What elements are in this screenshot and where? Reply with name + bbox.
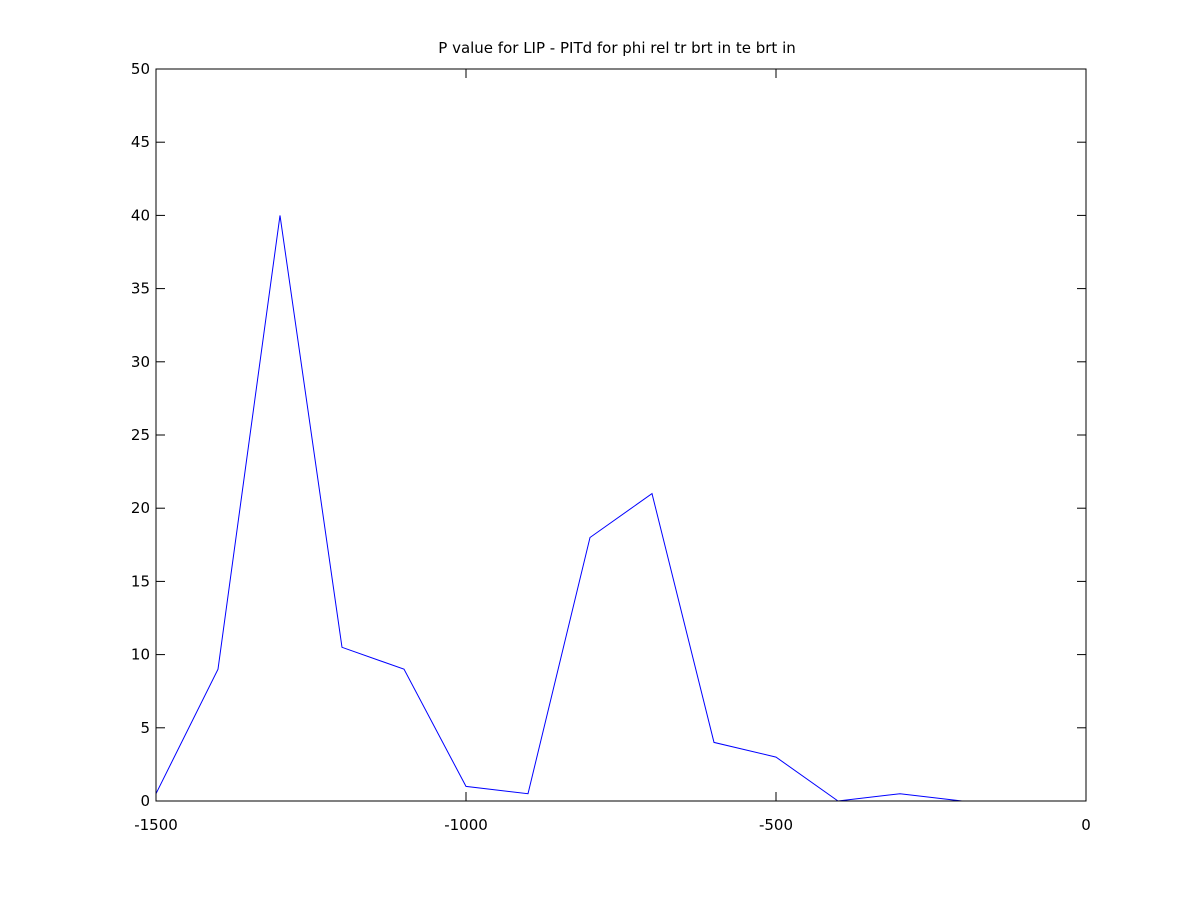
chart-title: P value for LIP - PITd for phi rel tr br… <box>438 39 796 57</box>
y-tick-label: 0 <box>140 792 150 810</box>
x-tick-label: 0 <box>1081 816 1091 834</box>
y-tick-label: 30 <box>131 353 150 371</box>
plot-frame <box>155 68 1087 802</box>
series-line <box>155 215 963 802</box>
y-tick-label: 20 <box>131 499 150 517</box>
tick-labels: -1500 -1000 -500 0 0 5 10 15 20 25 30 35 40 45 50 <box>131 60 1091 834</box>
y-tick-label: 45 <box>131 133 150 151</box>
y-tick-label: 35 <box>131 280 150 298</box>
y-tick-label: 25 <box>131 426 150 444</box>
y-tick-label: 15 <box>131 572 150 590</box>
y-tick-label: 50 <box>131 60 150 78</box>
x-tick-label: -500 <box>759 816 793 834</box>
y-tick-label: 40 <box>131 206 150 224</box>
plot-area <box>156 69 1086 801</box>
y-tick-label: 10 <box>131 646 150 664</box>
x-tick-label: -1500 <box>134 816 178 834</box>
y-tick-label: 5 <box>140 719 150 737</box>
x-tick-label: -1000 <box>444 816 488 834</box>
